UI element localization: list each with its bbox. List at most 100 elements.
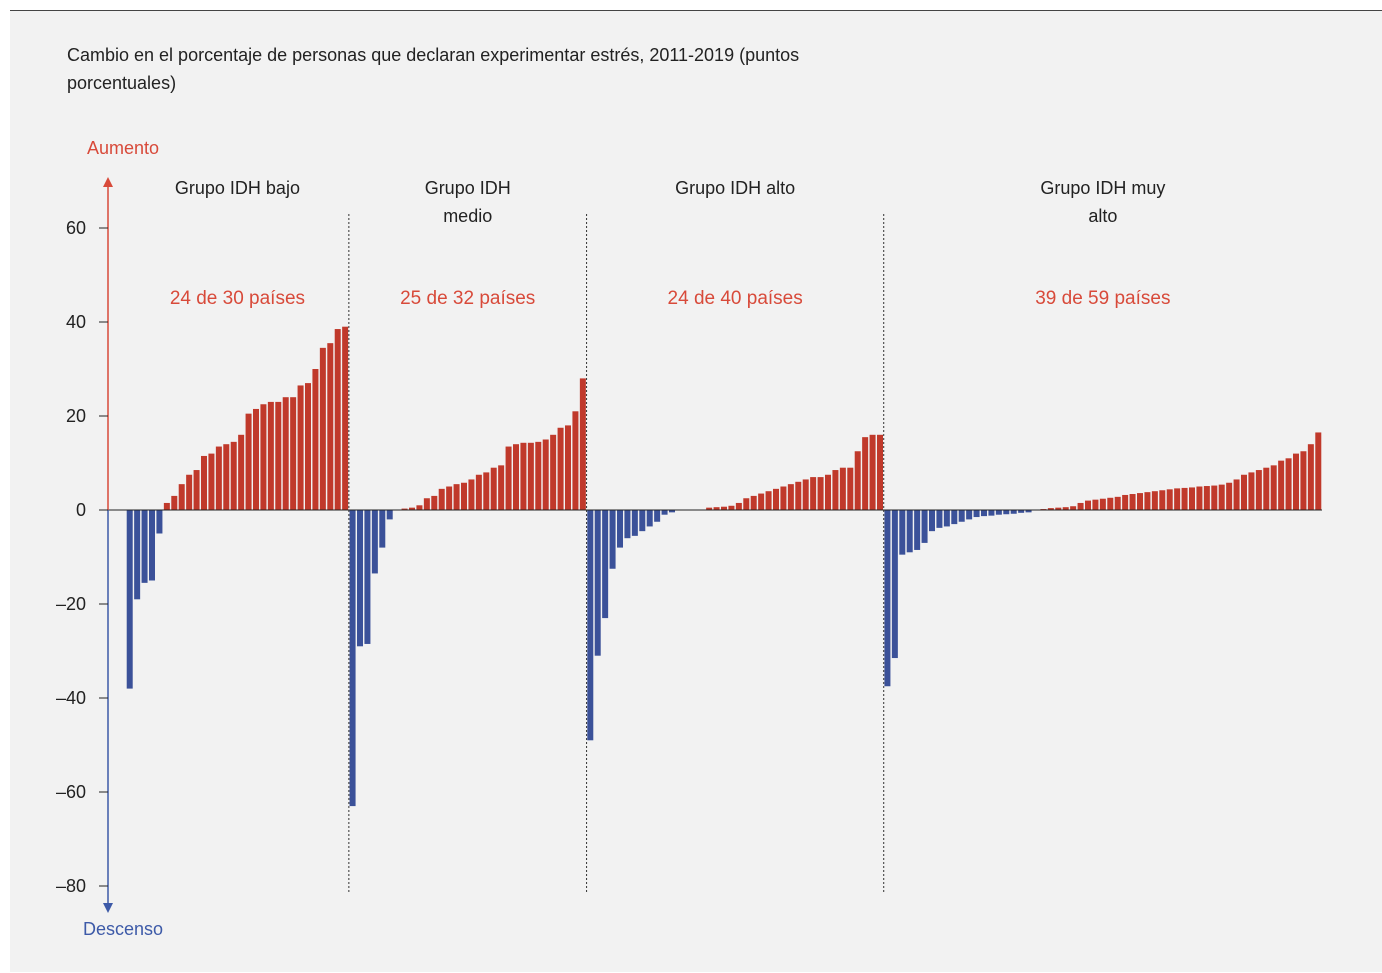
bar-4-6	[921, 510, 928, 543]
bar-4-48	[1233, 479, 1240, 510]
bar-3-40	[877, 434, 883, 510]
bar-4-25	[1062, 507, 1069, 510]
arrow-down-icon	[103, 903, 113, 913]
bar-3-35	[839, 467, 846, 510]
bar-3-30	[802, 479, 809, 510]
y-tick-label-5: –20	[56, 594, 86, 614]
bar-1-29	[334, 329, 341, 510]
bar-2-9	[409, 507, 415, 510]
bar-4-56	[1293, 453, 1299, 510]
y-tick-label-3: 20	[66, 406, 86, 426]
y-tick-label-1: 60	[66, 218, 86, 238]
bar-2-22	[505, 446, 512, 510]
bar-4-16	[995, 510, 1002, 515]
bar-1-24	[297, 385, 304, 510]
bar-4-11	[958, 510, 965, 522]
bar-3-12	[669, 510, 675, 513]
bar-4-40	[1174, 488, 1181, 510]
bar-2-11	[423, 498, 430, 510]
bar-1-23	[290, 397, 297, 510]
bar-3-7	[631, 510, 638, 536]
bar-4-53	[1270, 465, 1277, 510]
bar-4-24	[1055, 507, 1062, 510]
bar-2-30	[565, 425, 571, 510]
bar-3-8	[639, 510, 646, 532]
count-label-2: 25 de 32 países	[400, 288, 535, 309]
bar-2-4	[371, 510, 378, 574]
bar-1-27	[319, 347, 326, 510]
bar-2-2	[357, 510, 363, 647]
bar-4-37	[1151, 491, 1158, 510]
bar-4-57	[1300, 451, 1307, 510]
bar-1-14	[223, 444, 230, 510]
arrow-up-icon	[103, 177, 113, 187]
bar-2-6	[386, 510, 393, 520]
bar-2-12	[431, 495, 438, 510]
bar-3-6	[624, 510, 631, 539]
bar-3-33	[825, 474, 831, 510]
bar-3-27	[780, 486, 787, 510]
bar-4-19	[1018, 510, 1025, 513]
chart-title: Cambio en el porcentaje de personas que …	[67, 45, 800, 93]
bar-3-34	[832, 470, 839, 510]
bar-4-3	[899, 510, 906, 555]
bar-1-18	[253, 408, 259, 510]
bar-1-3	[141, 510, 148, 583]
bar-2-19	[483, 472, 490, 510]
bar-4-7	[929, 510, 935, 532]
y-tick-label-2: 40	[66, 312, 86, 332]
bar-1-30	[342, 326, 349, 510]
bar-4-9	[943, 510, 950, 527]
bar-3-36	[847, 467, 854, 510]
bar-4-35	[1137, 493, 1143, 510]
bar-4-27	[1077, 502, 1084, 510]
y-tick-label-8: –80	[56, 876, 86, 896]
bar-4-49	[1241, 474, 1247, 510]
bar-2-25	[527, 442, 534, 510]
bar-2-31	[572, 411, 579, 510]
bar-4-36	[1144, 492, 1151, 510]
bar-3-1	[587, 510, 594, 741]
bar-3-23	[750, 495, 757, 510]
count-label-4: 39 de 59 países	[1035, 288, 1170, 309]
bar-1-22	[282, 397, 289, 510]
bar-3-32	[817, 477, 824, 510]
bar-4-59	[1315, 432, 1322, 510]
bar-2-8	[401, 508, 408, 510]
bar-2-16	[461, 482, 467, 510]
bar-3-18	[713, 507, 720, 510]
bar-2-15	[453, 484, 460, 510]
bar-2-20	[490, 467, 497, 510]
bar-4-15	[988, 510, 995, 516]
bar-4-38	[1159, 490, 1166, 510]
bar-1-26	[312, 369, 319, 510]
group-label-1: Grupo IDH bajo	[175, 178, 300, 198]
count-label-3: 24 de 40 países	[668, 288, 803, 309]
bar-4-30	[1099, 498, 1106, 510]
bar-4-54	[1278, 460, 1285, 510]
bar-3-25	[765, 491, 772, 510]
bar-1-16	[238, 434, 245, 510]
bar-2-14	[446, 486, 453, 510]
bar-4-8	[936, 510, 943, 528]
bar-3-17	[706, 507, 713, 510]
group-label-3: Grupo IDH alto	[675, 178, 795, 198]
group-label-4: Grupo IDH muy alto	[1040, 178, 1165, 226]
bar-2-18	[475, 474, 482, 510]
bar-4-43	[1196, 486, 1203, 510]
bar-3-39	[869, 434, 876, 510]
bar-3-29	[795, 481, 802, 510]
bar-1-17	[245, 413, 252, 510]
bar-2-13	[438, 488, 445, 510]
bar-4-34	[1129, 494, 1136, 510]
bar-2-1	[349, 510, 356, 807]
bar-4-42	[1189, 487, 1195, 510]
bar-1-25	[305, 383, 311, 510]
bar-3-37	[854, 451, 861, 510]
bar-2-23	[513, 444, 519, 510]
axis-bottom-label: Descenso	[83, 919, 163, 939]
count-label-1: 24 de 30 países	[170, 288, 305, 309]
bar-2-32	[579, 378, 586, 510]
bar-2-29	[557, 427, 564, 510]
bar-2-27	[542, 439, 549, 510]
